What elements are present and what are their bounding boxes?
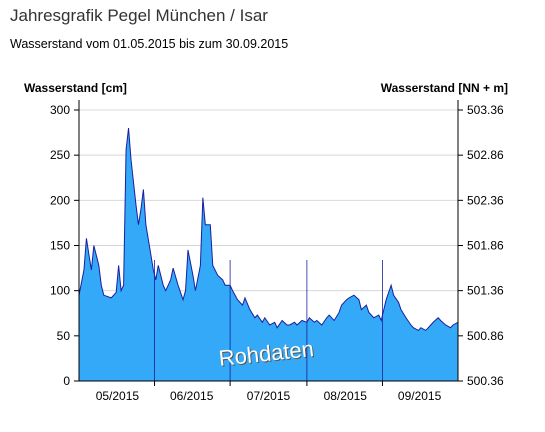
y-tick-label: 300 bbox=[50, 103, 70, 117]
y-axis-label: Wasserstand [cm] bbox=[24, 81, 127, 95]
y-tick-label: 100 bbox=[50, 284, 70, 298]
y2-tick-label: 500.86 bbox=[467, 329, 504, 343]
x-tick-label: 05/2015 bbox=[96, 389, 140, 403]
chart-subtitle: Wasserstand vom 01.05.2015 bis zum 30.09… bbox=[10, 37, 288, 51]
y2-tick-label: 500.36 bbox=[467, 374, 504, 388]
y2-tick-label: 501.36 bbox=[467, 284, 504, 298]
y-tick-label: 200 bbox=[50, 193, 70, 207]
x-tick-label: 09/2015 bbox=[398, 389, 442, 403]
line bbox=[78, 128, 459, 332]
x-tick-label: 07/2015 bbox=[247, 389, 291, 403]
area bbox=[79, 128, 458, 381]
y2-tick-label: 501.86 bbox=[467, 239, 504, 253]
x-tick-label: 06/2015 bbox=[170, 389, 214, 403]
y-tick-label: 250 bbox=[50, 148, 70, 162]
chart-title: Jahresgrafik Pegel München / Isar bbox=[10, 6, 268, 25]
y2-tick-label: 502.36 bbox=[467, 193, 504, 207]
y-tick-label: 0 bbox=[63, 374, 70, 388]
y-tick-label: 50 bbox=[57, 329, 71, 343]
x-tick-label: 08/2015 bbox=[324, 389, 368, 403]
y2-axis-label: Wasserstand [NN + m] bbox=[381, 81, 508, 95]
y2-tick-label: 503.36 bbox=[467, 103, 504, 117]
y2-tick-label: 502.86 bbox=[467, 148, 504, 162]
y-tick-label: 150 bbox=[50, 239, 70, 253]
